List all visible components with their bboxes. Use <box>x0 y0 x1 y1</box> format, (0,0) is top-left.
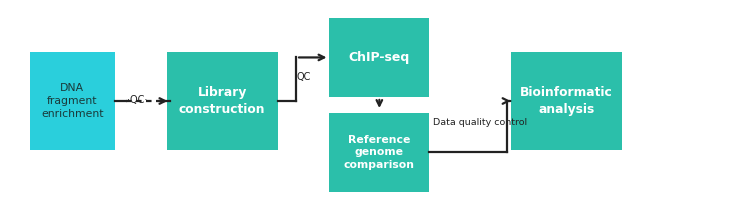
Text: DNA
fragment
enrichment: DNA fragment enrichment <box>41 83 103 119</box>
Text: Bioinformatic
analysis: Bioinformatic analysis <box>519 86 612 116</box>
FancyBboxPatch shape <box>510 52 621 150</box>
FancyBboxPatch shape <box>29 52 115 150</box>
Text: QC: QC <box>296 72 311 82</box>
FancyBboxPatch shape <box>329 113 430 192</box>
FancyBboxPatch shape <box>167 52 278 150</box>
Text: Library
construction: Library construction <box>179 86 265 116</box>
Text: ChIP-seq: ChIP-seq <box>349 51 410 64</box>
Text: Data quality control: Data quality control <box>433 118 527 127</box>
Text: ·QC·: ·QC· <box>127 95 147 105</box>
FancyBboxPatch shape <box>329 18 430 97</box>
Text: Reference
genome
comparison: Reference genome comparison <box>344 135 414 170</box>
